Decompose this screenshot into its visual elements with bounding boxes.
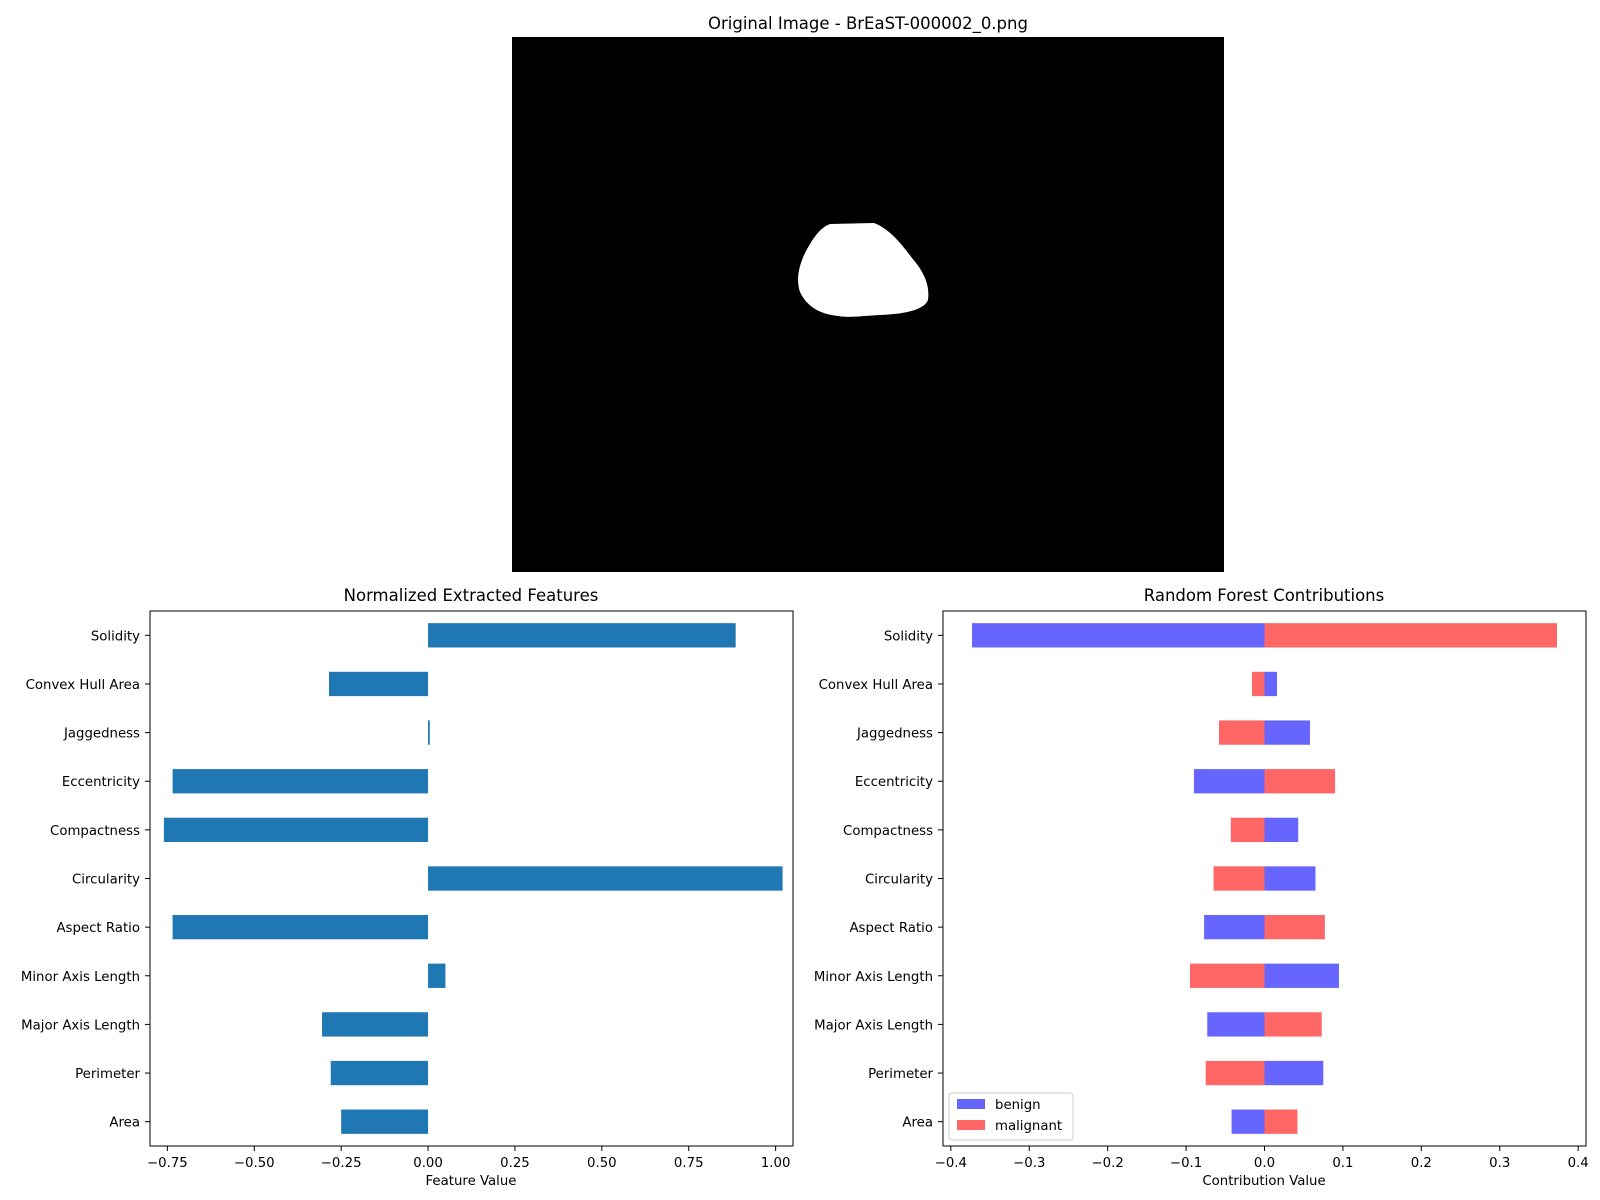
bar-malignant-compactness	[1230, 817, 1265, 843]
bar-benign-aspect-ratio	[1204, 914, 1265, 940]
left-chart-title: Normalized Extracted Features	[344, 586, 599, 605]
y-tick-label-jaggedness: Jaggedness	[856, 727, 933, 742]
y-tick-label-compactness: Compactness	[843, 824, 933, 839]
right-x-axis: −0.4 −0.3 −0.2 −0.1 0.0 0.1 0.2 0.3 0.4	[935, 1146, 1589, 1171]
bar-benign-jaggedness	[1264, 720, 1310, 745]
rf-contributions-chart: Random Forest Contributions Area Perimete…	[814, 586, 1589, 1189]
x-tick-label: −0.75	[147, 1156, 188, 1171]
bar-benign-major-axis-length	[1207, 1012, 1265, 1037]
bar-malignant-major-axis-length	[1264, 1012, 1322, 1037]
bar-malignant-area	[1264, 1109, 1298, 1134]
bar-benign-solidity	[972, 623, 1265, 648]
bar-benign-circularity	[1264, 866, 1316, 891]
bar-malignant-solidity	[1264, 623, 1557, 648]
x-tick-label: 0.2	[1411, 1156, 1432, 1171]
image-panel: Original Image - BrEaST-000002_0.png	[512, 14, 1224, 572]
image-title: Original Image - BrEaST-000002_0.png	[708, 14, 1028, 34]
y-tick-label-aspect-ratio: Aspect Ratio	[56, 921, 140, 936]
bar-malignant-circularity	[1213, 866, 1265, 891]
normalized-features-chart: Normalized Extracted Features Area Perime…	[21, 586, 794, 1189]
x-tick-label: −0.50	[234, 1156, 275, 1171]
y-tick-label-circularity: Circularity	[72, 873, 140, 888]
x-tick-label: −0.1	[1170, 1156, 1202, 1171]
bar-benign-minor-axis-length	[1264, 963, 1339, 988]
bar-area	[341, 1109, 429, 1134]
bar-convex-hull-area	[328, 671, 429, 697]
legend-swatch-benign	[957, 1099, 985, 1109]
bar-malignant-perimeter	[1205, 1060, 1265, 1086]
bar-malignant-aspect-ratio	[1264, 914, 1325, 940]
x-tick-label: 0.1	[1332, 1156, 1353, 1171]
bar-benign-perimeter	[1264, 1060, 1324, 1086]
y-tick-label-solidity: Solidity	[884, 629, 933, 644]
legend: benign malignant	[948, 1092, 1074, 1141]
x-tick-label: 0.50	[587, 1156, 617, 1171]
left-y-axis: Area Perimeter Major Axis Length Minor Axis…	[21, 629, 150, 1131]
y-tick-label-circularity: Circularity	[865, 873, 933, 888]
y-tick-label-jaggedness: Jaggedness	[63, 727, 140, 742]
y-tick-label-convex-hull-area: Convex Hull Area	[819, 678, 933, 693]
bar-benign-convex-hull-area	[1264, 671, 1278, 697]
right-x-label: Contribution Value	[1202, 1174, 1325, 1189]
y-tick-label-perimeter: Perimeter	[75, 1067, 140, 1082]
y-tick-label-area: Area	[902, 1116, 933, 1131]
bar-major-axis-length	[322, 1012, 429, 1037]
x-tick-label: 0.3	[1489, 1156, 1510, 1171]
bar-malignant-jaggedness	[1219, 720, 1265, 745]
x-tick-label: 0.4	[1568, 1156, 1589, 1171]
bar-benign-area	[1231, 1109, 1265, 1134]
x-tick-label: 0.25	[500, 1156, 530, 1171]
bar-compactness	[163, 817, 429, 843]
bar-eccentricity	[172, 769, 429, 794]
bar-malignant-minor-axis-length	[1190, 963, 1265, 988]
left-x-label: Feature Value	[426, 1174, 517, 1189]
left-bars	[163, 623, 783, 1134]
x-tick-label: −0.4	[935, 1156, 967, 1171]
y-tick-label-aspect-ratio: Aspect Ratio	[849, 921, 933, 936]
bar-benign-compactness	[1264, 817, 1299, 843]
y-tick-label-major-axis-length: Major Axis Length	[21, 1018, 140, 1033]
y-tick-label-perimeter: Perimeter	[868, 1067, 933, 1082]
y-tick-label-minor-axis-length: Minor Axis Length	[21, 970, 140, 985]
y-tick-label-convex-hull-area: Convex Hull Area	[26, 678, 140, 693]
bar-minor-axis-length	[428, 963, 446, 988]
y-tick-label-area: Area	[109, 1116, 140, 1131]
bar-malignant-convex-hull-area	[1251, 671, 1265, 697]
y-tick-label-solidity: Solidity	[91, 629, 140, 644]
x-tick-label: 0.75	[674, 1156, 704, 1171]
right-plot-frame	[942, 610, 1587, 1147]
y-tick-label-eccentricity: Eccentricity	[855, 775, 933, 790]
x-tick-label: −0.25	[321, 1156, 362, 1171]
bar-aspect-ratio	[172, 914, 429, 940]
right-chart-title: Random Forest Contributions	[1144, 586, 1384, 605]
bar-perimeter	[330, 1060, 429, 1086]
legend-label-malignant: malignant	[995, 1119, 1062, 1134]
x-tick-label: 0.00	[413, 1156, 443, 1171]
bar-malignant-eccentricity	[1264, 769, 1336, 794]
right-bars	[972, 623, 1557, 1134]
left-x-axis: −0.75 −0.50 −0.25 0.00 0.25 0.50 0.75 1.00	[147, 1146, 790, 1171]
y-tick-label-minor-axis-length: Minor Axis Length	[814, 970, 933, 985]
bar-circularity	[428, 866, 783, 891]
right-y-axis: Area Perimeter Major Axis Length Minor Axis…	[814, 629, 943, 1131]
left-plot-frame	[149, 610, 794, 1147]
x-tick-label: 1.00	[761, 1156, 791, 1171]
legend-swatch-malignant	[957, 1120, 985, 1130]
x-tick-label: −0.3	[1013, 1156, 1045, 1171]
legend-label-benign: benign	[995, 1098, 1041, 1113]
bar-solidity	[428, 623, 736, 648]
y-tick-label-compactness: Compactness	[50, 824, 140, 839]
lesion-mask	[798, 223, 929, 317]
x-tick-label: −0.2	[1092, 1156, 1124, 1171]
bar-benign-eccentricity	[1193, 769, 1265, 794]
bar-jaggedness	[428, 720, 430, 745]
y-tick-label-major-axis-length: Major Axis Length	[814, 1018, 933, 1033]
x-tick-label: 0.0	[1254, 1156, 1275, 1171]
y-tick-label-eccentricity: Eccentricity	[62, 775, 140, 790]
